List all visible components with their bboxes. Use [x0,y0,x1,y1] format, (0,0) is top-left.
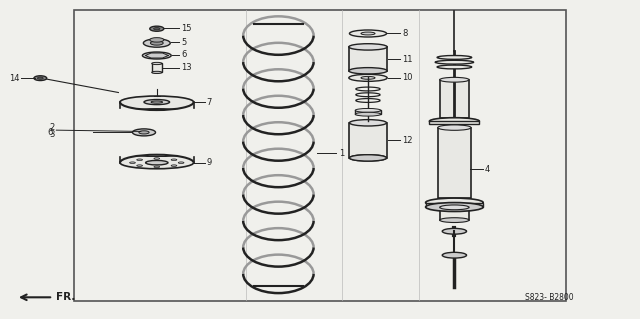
Bar [349,123,387,158]
Bar [355,110,381,114]
Ellipse shape [152,71,162,73]
Ellipse shape [152,63,162,64]
Text: FR.: FR. [56,292,76,302]
Text: 7: 7 [207,98,212,107]
Bar [152,63,162,72]
Ellipse shape [349,44,387,50]
Ellipse shape [440,205,469,210]
Ellipse shape [440,77,469,82]
Ellipse shape [361,32,375,35]
Text: 1: 1 [339,149,344,158]
Ellipse shape [178,162,184,164]
Ellipse shape [349,68,387,74]
Ellipse shape [349,120,387,126]
Ellipse shape [129,162,136,164]
Ellipse shape [137,159,143,160]
Text: 15: 15 [181,24,191,33]
Text: 13: 13 [181,63,192,72]
Ellipse shape [438,125,471,130]
Text: 12: 12 [402,136,412,145]
Ellipse shape [349,74,387,81]
Ellipse shape [150,41,163,45]
Bar [429,121,479,124]
Ellipse shape [349,155,387,161]
Text: 3: 3 [49,130,54,139]
Ellipse shape [37,77,44,79]
Ellipse shape [426,198,483,207]
Ellipse shape [429,118,479,125]
Text: 8: 8 [402,29,407,38]
Ellipse shape [437,65,472,69]
Ellipse shape [154,158,160,160]
Ellipse shape [154,166,160,168]
Text: S823- B2800: S823- B2800 [525,293,573,302]
Ellipse shape [143,52,172,59]
Bar [349,47,387,71]
Ellipse shape [143,39,170,47]
Ellipse shape [426,203,483,211]
Text: 4: 4 [485,165,490,174]
Text: 6: 6 [181,50,186,59]
Ellipse shape [154,27,160,30]
Ellipse shape [171,165,177,167]
Ellipse shape [440,218,469,223]
Ellipse shape [132,129,156,136]
Ellipse shape [442,252,467,258]
Ellipse shape [349,30,387,37]
Text: 2: 2 [49,123,54,132]
Ellipse shape [355,112,381,116]
Bar [438,128,471,198]
Bar [120,102,193,108]
Ellipse shape [120,96,194,108]
Text: 6: 6 [48,128,53,137]
Ellipse shape [442,228,467,234]
Ellipse shape [349,155,387,161]
Ellipse shape [150,26,164,31]
Ellipse shape [120,157,194,169]
Bar [440,207,469,220]
Ellipse shape [437,56,472,59]
Bar [74,10,566,301]
Text: 14: 14 [9,74,19,83]
Ellipse shape [139,131,149,134]
Text: 11: 11 [402,55,412,63]
Ellipse shape [150,38,164,42]
Ellipse shape [355,108,381,112]
Ellipse shape [34,76,47,81]
Text: 9: 9 [207,158,212,167]
Ellipse shape [361,77,375,79]
Text: 5: 5 [181,38,186,47]
Ellipse shape [137,165,143,167]
Ellipse shape [171,159,177,160]
Bar [426,203,483,207]
Ellipse shape [144,100,170,105]
Bar [120,157,193,163]
Ellipse shape [146,160,168,165]
Bar [440,80,469,118]
Ellipse shape [151,101,163,103]
Ellipse shape [435,60,474,64]
Text: 10: 10 [402,73,412,82]
